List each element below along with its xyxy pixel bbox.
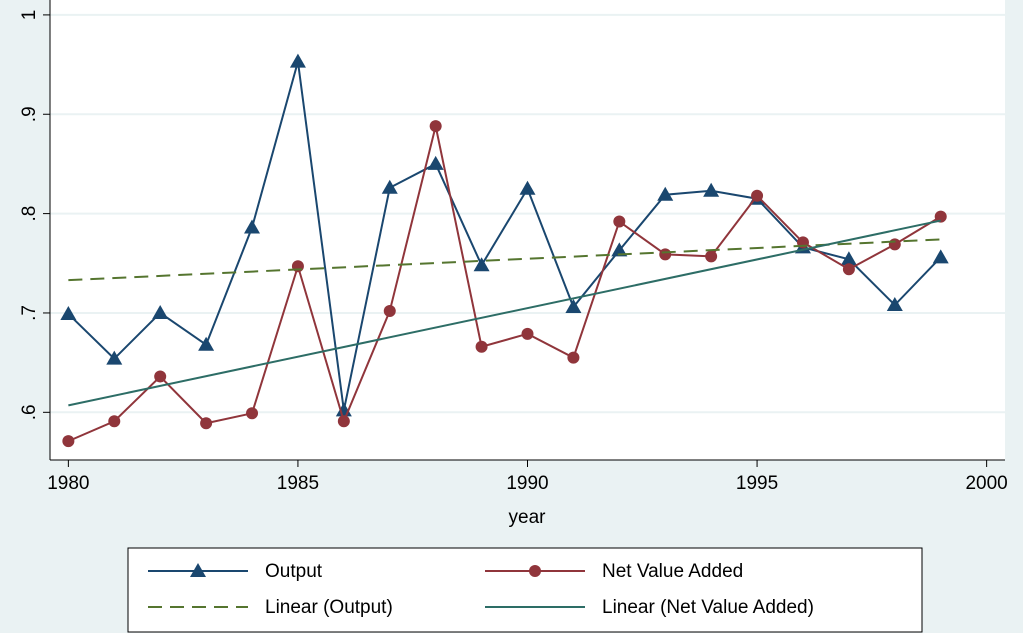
legend-label: Output <box>265 561 323 582</box>
marker <box>246 407 259 420</box>
marker <box>519 180 536 195</box>
marker <box>840 251 857 266</box>
marker <box>567 351 580 364</box>
y-tick-label: .9 <box>19 106 40 122</box>
marker <box>106 350 123 365</box>
marker <box>529 565 541 577</box>
marker <box>842 263 855 276</box>
marker <box>154 370 167 383</box>
y-tick-label: 1 <box>19 10 40 21</box>
marker <box>383 304 396 317</box>
marker <box>381 179 398 194</box>
series-line <box>67 61 942 411</box>
marker <box>886 297 903 312</box>
legend-box <box>127 547 923 633</box>
series-line <box>68 238 941 282</box>
marker <box>705 250 718 263</box>
marker <box>473 257 490 272</box>
x-tick-label: 1985 <box>277 473 319 494</box>
x-tick-label: 2000 <box>965 473 1007 494</box>
x-axis-label: year <box>509 507 547 528</box>
marker <box>888 238 901 251</box>
marker <box>657 186 674 201</box>
marker <box>62 435 75 448</box>
marker <box>659 248 672 261</box>
marker <box>521 327 534 340</box>
plot-area <box>50 0 1005 460</box>
x-tick-label: 1980 <box>47 473 89 494</box>
marker <box>60 305 77 320</box>
marker <box>244 219 261 234</box>
marker <box>108 415 121 428</box>
marker <box>751 189 764 202</box>
y-tick-label: .8 <box>19 206 40 222</box>
series-line <box>67 125 942 443</box>
marker <box>152 304 169 319</box>
legend-label: Linear (Output) <box>265 597 393 618</box>
marker <box>427 155 444 170</box>
marker <box>429 120 442 133</box>
marker <box>198 336 215 351</box>
series-line <box>68 219 941 407</box>
marker <box>337 415 350 428</box>
legend-label: Net Value Added <box>602 561 743 582</box>
marker <box>934 210 947 223</box>
marker <box>565 298 582 313</box>
legend-label: Linear (Net Value Added) <box>602 597 814 618</box>
y-tick-label: .6 <box>19 404 40 420</box>
marker <box>190 563 206 577</box>
x-tick-label: 1995 <box>736 473 778 494</box>
marker <box>289 53 306 68</box>
marker <box>475 340 488 353</box>
marker <box>932 249 949 264</box>
x-tick-label: 1990 <box>506 473 548 494</box>
marker <box>703 182 720 197</box>
marker <box>200 417 213 430</box>
marker <box>611 242 628 257</box>
marker <box>613 215 626 228</box>
y-tick-label: .7 <box>19 305 40 321</box>
